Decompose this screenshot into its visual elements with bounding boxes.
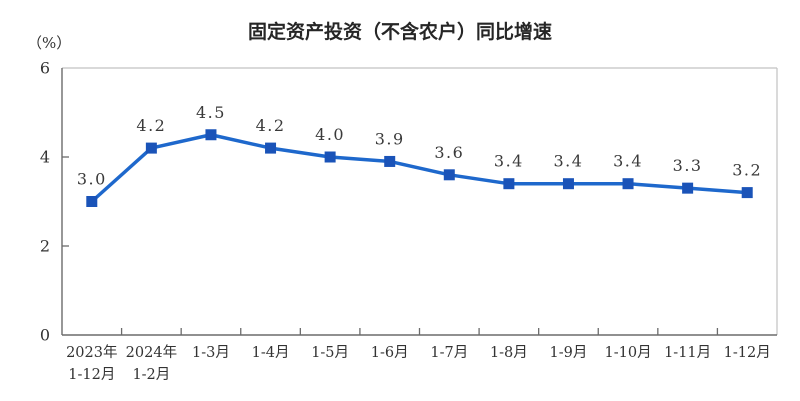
y-axis-tick-label: 2 xyxy=(40,237,50,256)
data-point-label: 4.0 xyxy=(315,125,345,144)
data-point-marker xyxy=(562,178,574,190)
plot-area: 0 2 4 6 2023年 1-12月 2024年 1-2月 1-3月 1-4月 1-5月 1-6月 1… xyxy=(40,59,778,383)
x-axis-tick-label: 1-8月 xyxy=(490,345,528,361)
data-point-marker xyxy=(682,182,694,194)
data-point-label: 3.3 xyxy=(673,156,703,175)
data-point-marker xyxy=(384,155,396,167)
data-point-marker xyxy=(265,142,277,154)
x-axis-tick-label: 1-9月 xyxy=(550,345,588,361)
data-point-marker xyxy=(443,169,455,181)
data-point-label: 3.4 xyxy=(494,152,524,171)
x-axis-tick-label: 1-10月 xyxy=(605,345,652,361)
data-point-label: 4.5 xyxy=(196,103,226,122)
data-line xyxy=(90,133,749,204)
x-axis-tick-label: 1-7月 xyxy=(430,345,468,361)
data-point-label: 4.2 xyxy=(136,116,166,135)
chart-title: 固定资产投资（不含农户）同比增速 xyxy=(248,20,552,43)
data-point-marker xyxy=(145,142,157,154)
data-point-marker xyxy=(324,151,336,163)
data-point-marker xyxy=(503,178,515,190)
x-axis-tick-label: 1-12月 xyxy=(724,345,771,361)
data-point-label: 3.0 xyxy=(77,170,107,189)
y-axis-tick-label: 0 xyxy=(40,326,50,345)
data-point-label: 3.2 xyxy=(732,161,762,180)
y-axis-unit-label: （%） xyxy=(27,34,71,52)
data-point-label: 3.6 xyxy=(434,143,464,162)
data-point-marker xyxy=(205,129,217,141)
x-axis-tick-label: 1-5月 xyxy=(311,345,349,361)
x-axis-tick-label: 2023年 xyxy=(66,344,117,361)
data-point-marker xyxy=(622,178,634,190)
x-axis-tick-label: 1-2月 xyxy=(132,367,170,383)
data-point-label: 3.4 xyxy=(553,152,583,171)
x-axis-tick-label: 1-12月 xyxy=(68,367,115,383)
data-point-marker xyxy=(741,187,753,199)
x-axis-tick-label: 1-3月 xyxy=(192,345,230,361)
data-point-marker xyxy=(86,196,98,207)
data-point-label: 4.2 xyxy=(256,116,286,135)
data-point-label: 3.9 xyxy=(375,129,405,148)
y-axis-tick-label: 4 xyxy=(40,148,50,167)
data-point-label: 3.4 xyxy=(613,152,643,171)
x-axis-tick-label: 1-11月 xyxy=(664,345,711,361)
x-axis-tick-label: 1-4月 xyxy=(252,345,290,361)
x-axis-tick-label: 1-6月 xyxy=(371,345,409,361)
y-axis-tick-label: 6 xyxy=(40,59,50,78)
x-axis-tick-label: 2024年 xyxy=(126,344,177,361)
